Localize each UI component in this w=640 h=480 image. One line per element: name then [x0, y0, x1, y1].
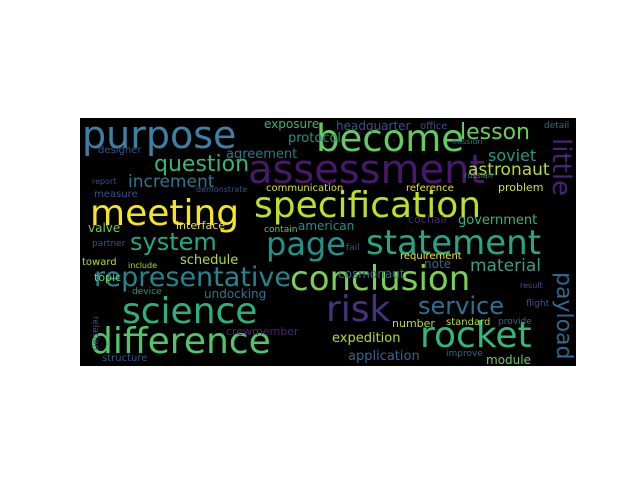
- word-astronaut: astronaut: [468, 160, 550, 180]
- word-report: report: [92, 177, 117, 186]
- word-application: application: [348, 349, 420, 364]
- word-number: number: [392, 317, 435, 330]
- word-problem: problem: [498, 181, 544, 194]
- word-requirement: requirement: [400, 251, 462, 262]
- word-service: service: [418, 292, 504, 320]
- word-valve: valve: [88, 221, 121, 235]
- word-fail: fail: [346, 243, 360, 253]
- word-provide: provide: [498, 317, 532, 327]
- word-risk: risk: [326, 289, 391, 330]
- word-russian: russian: [464, 171, 493, 180]
- word-headquarter: headquarter: [336, 119, 411, 133]
- word-structure: structure: [102, 353, 148, 364]
- word-interface: interface: [176, 219, 226, 232]
- word-partner: partner: [92, 239, 126, 249]
- word-purpose: purpose: [82, 118, 237, 157]
- word-exposure: exposure: [264, 118, 320, 131]
- word-conclusion: conclusion: [290, 259, 471, 299]
- word-cochair: cochair: [408, 213, 449, 226]
- word-american: american: [298, 219, 355, 233]
- word-statement: statement: [366, 223, 542, 263]
- word-demonstrate: demonstrate: [196, 185, 248, 194]
- word-improve: improve: [446, 349, 483, 359]
- word-soviet: soviet: [488, 146, 537, 165]
- word-question: question: [154, 152, 250, 177]
- word-assessment: assessment: [248, 147, 486, 193]
- word-undocking: undocking: [204, 287, 267, 301]
- word-expedition: expedition: [332, 331, 401, 346]
- word-measure: measure: [94, 189, 138, 200]
- word-detail: detail: [544, 121, 570, 131]
- word-material: material: [470, 256, 541, 276]
- word-include: include: [128, 261, 157, 270]
- word-relation: relation: [90, 316, 100, 351]
- word-little: little: [546, 138, 576, 197]
- word-toward: toward: [82, 257, 117, 268]
- word-flight: flight: [526, 299, 550, 309]
- word-agreement: agreement: [226, 147, 298, 162]
- word-cloud: purpose become assessment lesson questio…: [80, 118, 576, 366]
- word-science: science: [122, 291, 258, 332]
- word-page: page: [266, 225, 346, 263]
- word-payload: payload: [551, 272, 576, 360]
- word-mission: mission: [452, 137, 483, 146]
- word-cosmonaut: cosmonaut: [338, 267, 405, 281]
- word-topic: topic: [94, 271, 122, 284]
- word-designer: designer: [98, 145, 142, 156]
- word-government: government: [458, 213, 538, 228]
- word-contain: contain: [264, 225, 298, 235]
- word-meeting: meeting: [90, 193, 240, 234]
- word-difference: difference: [90, 321, 271, 362]
- word-system: system: [130, 228, 217, 256]
- word-device: device: [132, 287, 162, 297]
- word-result: result: [520, 281, 543, 290]
- word-increment: increment: [128, 172, 215, 192]
- word-crewmember: crewmember: [226, 325, 299, 338]
- word-specification: specification: [254, 185, 482, 226]
- word-module: module: [486, 353, 531, 366]
- word-communication: communication: [266, 183, 344, 194]
- word-become: become: [316, 118, 465, 160]
- word-note: note: [424, 257, 452, 271]
- word-rocket: rocket: [420, 315, 532, 356]
- word-reference: reference: [406, 183, 454, 194]
- word-protocol: protocol: [288, 131, 342, 146]
- word-office: office: [420, 121, 448, 132]
- word-lesson: lesson: [460, 120, 530, 145]
- word-representative: representative: [94, 262, 291, 293]
- word-standard: standard: [446, 317, 491, 328]
- word-schedule: schedule: [180, 253, 239, 268]
